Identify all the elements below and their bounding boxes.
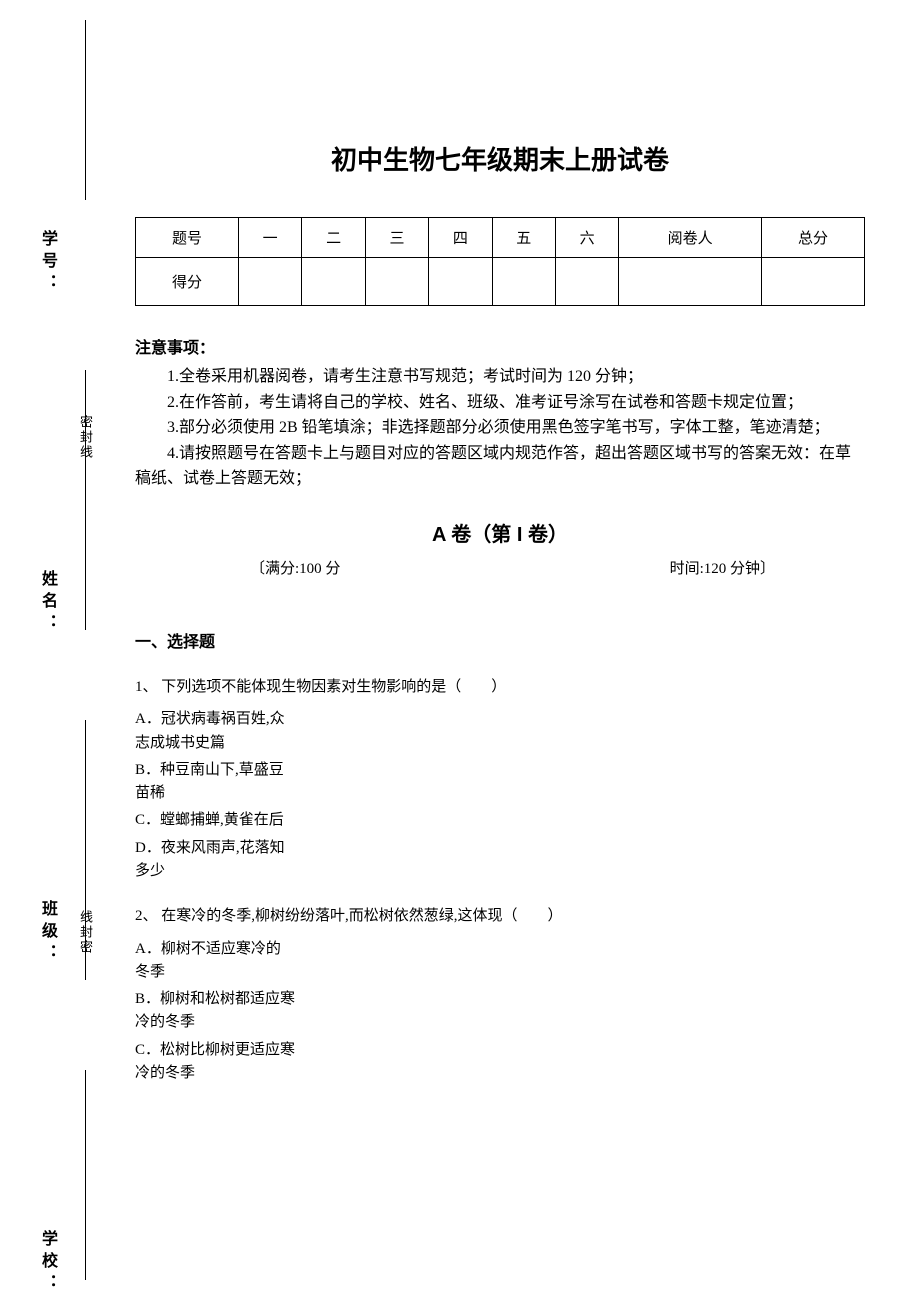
- notice-item: 4.请按照题号在答题卡上与题目对应的答题区域内规范作答，超出答题区域书写的答案无…: [135, 441, 865, 492]
- page-title: 初中生物七年级期末上册试卷: [135, 140, 865, 177]
- paper-meta: 〔满分:100 分 时间:120 分钟〕: [135, 557, 865, 578]
- seal-line-label: 线封密: [76, 910, 95, 955]
- paper-section-title: A 卷（第 I 卷）: [135, 518, 865, 547]
- question-option: D．夜来风雨声,花落知多少: [135, 837, 295, 884]
- td-empty: [555, 258, 618, 306]
- binding-line: [85, 20, 86, 200]
- question-stem: 1、 下列选项不能体现生物因素对生物影响的是（ ）: [135, 676, 865, 699]
- question-list: 1、 下列选项不能体现生物因素对生物影响的是（ ） A．冠状病毒祸百姓,众志成城书…: [135, 676, 865, 1085]
- sidebar-binding: 学号： 姓名： 班级： 学校： 密封线 线封密: [0, 0, 100, 1302]
- th-col: 四: [429, 218, 492, 258]
- label-school: 学校：: [35, 1230, 59, 1296]
- question-stem: 2、 在寒冷的冬季,柳树纷纷落叶,而松树依然葱绿,这体现（ ）: [135, 905, 865, 928]
- th-col: 六: [555, 218, 618, 258]
- notice-item: 3.部分必须使用 2B 铅笔填涂；非选择题部分必须使用黑色签字笔书写，字体工整，…: [135, 415, 865, 441]
- meta-fullmarks: 〔满分:100 分: [250, 557, 340, 578]
- th-col: 三: [365, 218, 428, 258]
- td-empty: [429, 258, 492, 306]
- notice-list: 1.全卷采用机器阅卷，请考生注意书写规范；考试时间为 120 分钟；2.在作答前…: [135, 364, 865, 492]
- seal-line-label: 密封线: [76, 415, 95, 460]
- td-empty: [761, 258, 864, 306]
- td-label: 得分: [136, 258, 239, 306]
- table-score-row: 得分: [136, 258, 865, 306]
- notice-item: 1.全卷采用机器阅卷，请考生注意书写规范；考试时间为 120 分钟；: [135, 364, 865, 390]
- score-table: 题号 一 二 三 四 五 六 阅卷人 总分 得分: [135, 217, 865, 306]
- page-content: 初中生物七年级期末上册试卷 题号 一 二 三 四 五 六 阅卷人 总分 得分 注…: [135, 140, 865, 1107]
- question-option: B．柳树和松树都适应寒冷的冬季: [135, 988, 295, 1035]
- label-class: 班级：: [35, 900, 59, 966]
- th-col: 总分: [761, 218, 864, 258]
- question-option: A．冠状病毒祸百姓,众志成城书史篇: [135, 708, 295, 755]
- question: 1、 下列选项不能体现生物因素对生物影响的是（ ） A．冠状病毒祸百姓,众志成城书…: [135, 676, 865, 883]
- meta-time: 时间:120 分钟〕: [670, 557, 775, 578]
- th-col: 五: [492, 218, 555, 258]
- th-col: 阅卷人: [619, 218, 762, 258]
- label-name: 姓名：: [35, 570, 59, 636]
- question-option: C．螳螂捕蝉,黄雀在后: [135, 809, 295, 832]
- td-empty: [365, 258, 428, 306]
- td-empty: [619, 258, 762, 306]
- td-empty: [302, 258, 365, 306]
- label-student-id: 学号：: [35, 230, 59, 296]
- notice-heading: 注意事项：: [135, 334, 865, 358]
- table-header-row: 题号 一 二 三 四 五 六 阅卷人 总分: [136, 218, 865, 258]
- section-heading: 一、选择题: [135, 628, 865, 652]
- binding-line: [85, 370, 86, 630]
- th-col: 二: [302, 218, 365, 258]
- notice-item: 2.在作答前，考生请将自己的学校、姓名、班级、准考证号涂写在试卷和答题卡规定位置…: [135, 390, 865, 416]
- td-empty: [492, 258, 555, 306]
- question-option: B．种豆南山下,草盛豆苗稀: [135, 759, 295, 806]
- question-option: A．柳树不适应寒冷的冬季: [135, 938, 295, 985]
- th-col: 一: [238, 218, 301, 258]
- binding-line: [85, 1070, 86, 1280]
- th-label: 题号: [136, 218, 239, 258]
- td-empty: [238, 258, 301, 306]
- question-option: C．松树比柳树更适应寒冷的冬季: [135, 1039, 295, 1086]
- question: 2、 在寒冷的冬季,柳树纷纷落叶,而松树依然葱绿,这体现（ ） A．柳树不适应寒冷…: [135, 905, 865, 1085]
